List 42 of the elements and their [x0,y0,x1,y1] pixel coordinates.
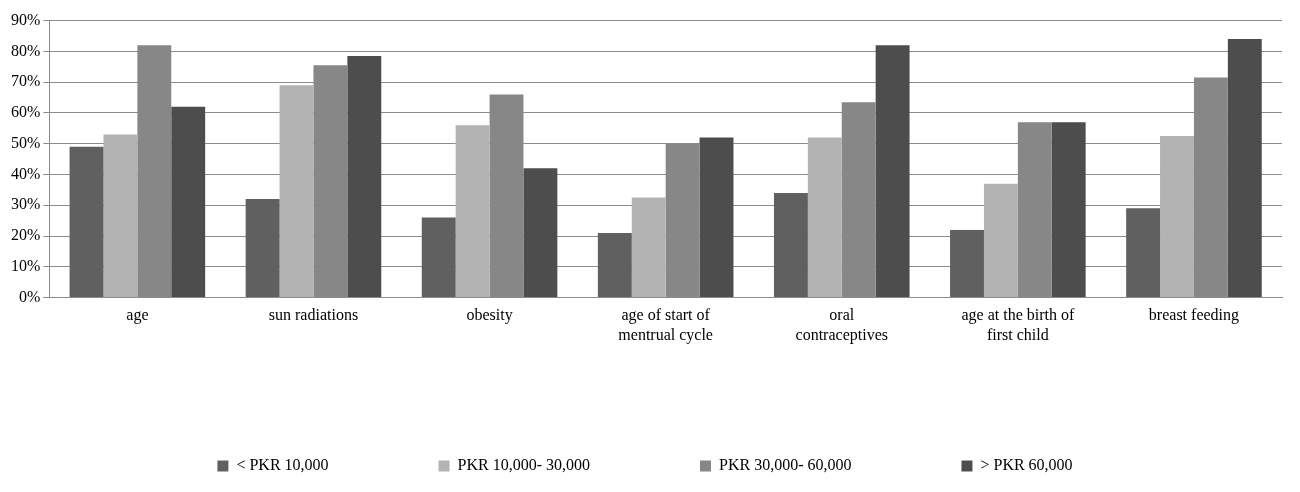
bar [1227,39,1262,298]
x-tick-label: breast feeding [1148,306,1240,325]
bar [699,137,734,298]
bar [773,192,808,298]
bar [807,137,842,298]
x-tick-label: age at the birth of first child [961,306,1075,343]
y-tick-label: 0% [19,287,41,305]
bar [279,85,314,298]
bar [1051,122,1086,298]
bar [983,183,1018,298]
y-tick-label: 70% [11,72,41,90]
bar [69,146,104,298]
legend-label: PKR 10,000- 30,000 [457,456,590,474]
bar [631,197,666,298]
y-tick-label: 10% [11,257,41,275]
bar [421,217,456,298]
bar [171,106,206,298]
bar [597,232,632,298]
bar [950,229,984,298]
legend-label: PKR 30,000- 60,000 [719,456,852,474]
x-tick-label: sun radiations [268,306,359,324]
bar [875,45,910,298]
x-tick-label: oral contraceptives [795,306,888,344]
x-tick-label: age [126,306,149,325]
bar [1126,208,1161,298]
legend-label: > PKR 60,000 [980,456,1073,474]
y-tick-label: 60% [11,103,41,121]
y-tick-label: 30% [11,195,41,213]
bar [523,168,558,298]
x-tick-label: obesity [466,306,513,325]
y-tick-label: 80% [11,41,41,59]
bar [1160,136,1194,298]
y-tick-label: 90% [11,10,41,28]
bar [103,134,138,298]
y-tick-label: 20% [11,226,41,244]
y-tick-label: 40% [11,164,41,182]
bar [347,55,382,298]
bar [455,125,490,298]
y-tick-label: 50% [11,133,41,151]
x-tick-label: age of start of mentrual cycle [618,306,713,344]
legend-label: < PKR 10,000 [236,456,329,474]
bar [245,199,280,298]
